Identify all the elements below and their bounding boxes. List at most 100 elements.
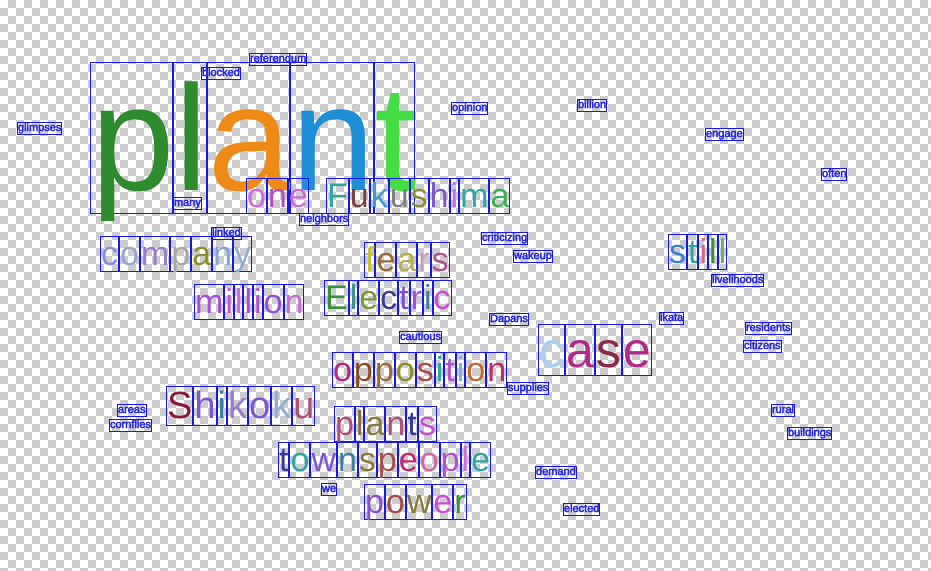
cloud-word: residents [745, 322, 792, 335]
cloud-letter: s [415, 351, 435, 389]
cloud-word: wakeup [513, 250, 553, 263]
cloud-word: one [246, 178, 309, 214]
cloud-letter: l [348, 279, 359, 317]
cloud-letter: r [409, 279, 423, 317]
cloud-letter: p [376, 441, 398, 479]
cloud-word: often [820, 168, 848, 181]
cloud-letter: n [486, 351, 508, 389]
cloud-letter: o [247, 385, 272, 427]
cloud-letter: i [253, 283, 263, 321]
cloud-letter: w [405, 483, 433, 521]
cloud-letter: y [233, 235, 253, 273]
cloud-letter: s [668, 233, 687, 271]
cloud-letter: a [565, 322, 595, 378]
cloud-word: demand [535, 466, 577, 479]
cloud-letter: t [398, 279, 410, 317]
cloud-letter: n [212, 235, 234, 273]
cloud-letter: u [348, 177, 370, 215]
cloud-word: rural [770, 404, 796, 417]
cloud-letter: i [422, 279, 433, 317]
cloud-letter: p [170, 235, 192, 273]
cloud-word: fears [364, 242, 450, 278]
cloud-letter: s [409, 177, 429, 215]
cloud-word: townspeople [278, 441, 492, 479]
cloud-letter: c [379, 279, 399, 317]
cloud-word: Electric [324, 280, 452, 316]
cloud-letter: o [418, 441, 440, 479]
cloud-letter: l [354, 405, 365, 443]
cloud-letter: a [206, 54, 291, 222]
cloud-letter: i [449, 177, 460, 215]
cloud-letter: t [444, 351, 456, 389]
cloud-letter: n [336, 441, 358, 479]
cloud-letter: l [173, 54, 208, 222]
cloud-word: case [538, 324, 652, 376]
cloud-word: opinion [450, 102, 489, 115]
cloud-letter: m [139, 235, 171, 273]
cloud-word: plants [334, 406, 437, 442]
cloud-letter: m [194, 283, 225, 321]
cloud-letter: F [326, 177, 349, 215]
cloud-word: elected [562, 503, 601, 516]
cloud-letter: o [394, 351, 416, 389]
cloud-letter: p [352, 351, 374, 389]
cloud-letter: e [432, 483, 454, 521]
cloud-letter: l [717, 233, 728, 271]
cloud-letter: o [246, 177, 267, 215]
cloud-letter: p [334, 405, 355, 443]
cloud-word: supplies [506, 382, 550, 395]
cloud-letter: i [698, 233, 709, 271]
cloud-word: Fukushima [326, 177, 511, 215]
cloud-letter: o [384, 483, 406, 521]
cloud-letter: i [216, 385, 227, 427]
cloud-letter: m [459, 177, 490, 215]
cloud-letter: e [397, 441, 419, 479]
cloud-word: cornflies [109, 419, 152, 432]
cloud-letter: n [283, 283, 305, 321]
cloud-letter: e [358, 279, 380, 317]
cloud-word: we [320, 483, 338, 496]
cloud-letter: r [417, 241, 431, 279]
cloud-word: power [364, 484, 467, 520]
cloud-letter: p [364, 483, 385, 521]
cloud-word: glimpses [16, 122, 63, 135]
cloud-word: still [668, 233, 728, 271]
cloud-word: many [173, 197, 202, 210]
cloud-letter: l [708, 233, 718, 271]
cloud-word: referendum [248, 53, 308, 66]
cloud-word: linked [211, 227, 242, 240]
cloud-word: areas [117, 404, 147, 417]
cloud-letter: e [621, 322, 652, 378]
cloud-letter: o [332, 351, 353, 389]
cloud-letter: s [594, 322, 622, 378]
cloud-word: company [100, 235, 253, 273]
cloud-letter: l [460, 441, 471, 479]
cloud-word: cautious [399, 331, 442, 344]
cloud-word: buildings [786, 427, 833, 440]
cloud-letter: o [289, 441, 311, 479]
cloud-letter: s [417, 405, 437, 443]
cloud-letter: c [100, 235, 119, 273]
cloud-word: Shikoku [166, 385, 316, 427]
cloud-word: ikata [658, 312, 685, 325]
cloud-letter: c [432, 279, 452, 317]
cloud-letter: i [224, 283, 234, 321]
cloud-letter: p [90, 54, 174, 222]
cloud-word: opposition [332, 351, 508, 389]
cloud-word: engage [705, 128, 744, 141]
cloud-letter: e [287, 177, 309, 215]
cloud-word: citizens [743, 340, 782, 353]
cloud-letter: t [687, 233, 699, 271]
cloud-letter: E [324, 279, 349, 317]
cloud-letter: i [434, 351, 445, 389]
cloud-letter: h [428, 177, 450, 215]
cloud-letter: a [364, 405, 386, 443]
cloud-letter: h [193, 385, 217, 427]
cloud-letter: t [278, 441, 290, 479]
cloud-word: neighbors [298, 213, 350, 226]
cloud-letter: l [233, 283, 244, 321]
cloud-letter: o [465, 351, 487, 389]
cloud-letter: c [538, 322, 565, 378]
cloud-letter: a [489, 177, 511, 215]
cloud-letter: f [364, 241, 376, 279]
